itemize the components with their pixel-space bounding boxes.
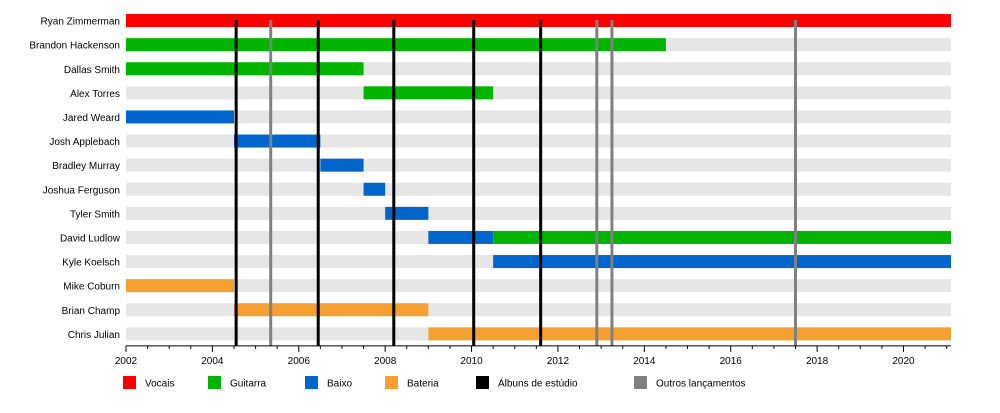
member-bar-bass	[385, 206, 429, 220]
x-tick-label: 2012	[547, 356, 570, 367]
member-labels: Ryan Zimmerman Brandon Hackenson Dallas Sm…	[29, 17, 120, 341]
member-bar-drums	[126, 279, 234, 293]
x-tick-label: 2014	[633, 356, 656, 367]
member-bar-bass	[363, 182, 386, 196]
member-label: Ryan Zimmerman	[41, 17, 120, 28]
member-label: Dallas Smith	[64, 65, 120, 76]
legend-label: Outros lançamentos	[656, 379, 746, 390]
legend-label: Baixo	[327, 379, 352, 390]
member-label: Josh Applebach	[49, 137, 120, 148]
x-tick-label: 2008	[374, 356, 397, 367]
x-tick-label: 2006	[288, 356, 311, 367]
member-bar-bass	[320, 158, 364, 172]
member-bar-bass	[493, 255, 951, 269]
legend-swatch-vocals	[123, 376, 136, 389]
legend-swatch-other	[634, 376, 647, 389]
x-tick-label: 2002	[115, 356, 138, 367]
member-label: Chris Julian	[68, 330, 120, 341]
member-bar-guitar	[126, 62, 364, 76]
member-label: David Ludlow	[60, 233, 121, 244]
member-label: Brian Champ	[62, 306, 121, 317]
member-bar-drums	[428, 327, 951, 341]
x-tick-label: 2016	[720, 356, 743, 367]
legend-label: Bateria	[407, 379, 439, 390]
member-label: Bradley Murray	[52, 161, 120, 172]
member-bar-guitar	[126, 38, 666, 52]
x-tick-label: 2020	[892, 356, 915, 367]
x-axis: 2002 2004 2006 2008 2010 2012 2014 2016 2018 2020	[115, 345, 951, 367]
member-bar-guitar	[363, 86, 494, 100]
member-bar-bass	[428, 230, 494, 244]
row-background	[126, 110, 951, 124]
legend-label: Álbuns de estúdio	[498, 377, 578, 390]
member-bar-bass	[233, 134, 321, 148]
member-label: Kyle Koelsch	[62, 258, 120, 269]
row-background	[126, 158, 951, 172]
member-label: Jared Weard	[63, 113, 120, 124]
x-tick-label: 2010	[460, 356, 483, 367]
legend-swatch-bass	[305, 376, 318, 389]
row-background	[126, 206, 951, 220]
row-background	[126, 279, 951, 293]
legend-label: Guitarra	[230, 379, 267, 390]
member-label: Alex Torres	[70, 89, 120, 100]
member-label: Mike Coburn	[63, 282, 120, 293]
legend: Vocais Guitarra Baixo Bateria Álbuns de estú…	[123, 376, 746, 390]
member-bar-guitar	[493, 230, 951, 244]
release-lines	[234, 20, 798, 346]
legend-swatch-studio	[476, 376, 489, 389]
row-background	[126, 182, 951, 196]
member-bars	[126, 14, 951, 341]
member-label: Brandon Hackenson	[29, 41, 120, 52]
legend-swatch-guitar	[208, 376, 221, 389]
row-background	[126, 86, 951, 100]
member-label: Joshua Ferguson	[43, 185, 120, 196]
member-label: Tyler Smith	[70, 209, 120, 220]
member-bar-drums	[233, 303, 429, 317]
row-background	[126, 134, 951, 148]
member-bar-vocals	[126, 14, 951, 28]
legend-swatch-drums	[385, 376, 398, 389]
member-bar-bass	[126, 110, 234, 124]
x-tick-label: 2018	[806, 356, 829, 367]
legend-label: Vocais	[145, 379, 174, 390]
x-tick-label: 2004	[201, 356, 224, 367]
